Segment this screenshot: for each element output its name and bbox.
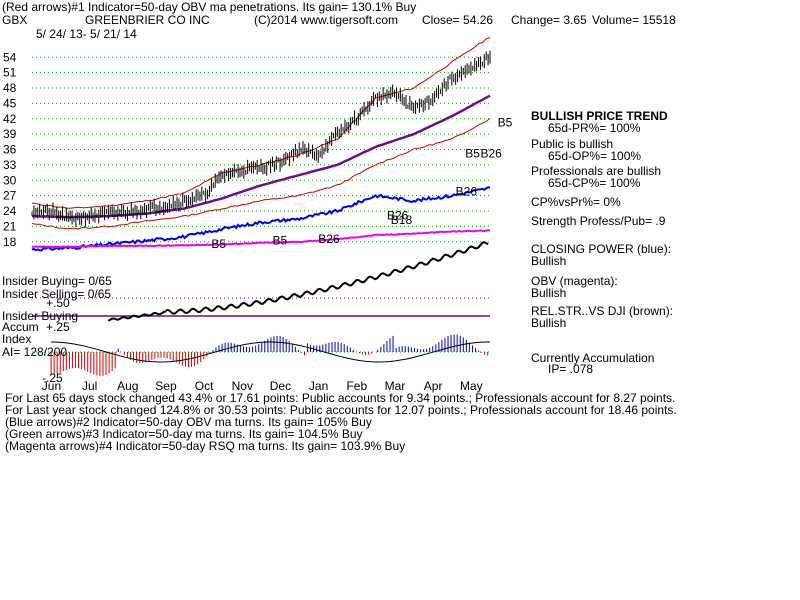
obv-line (31, 229, 491, 249)
minus-25-label: -.25 (42, 371, 63, 385)
signal-label: B18 (391, 213, 413, 227)
insider-selling-label: Insider Selling= 0/65 (2, 287, 112, 301)
signal-label: B26 (480, 147, 502, 161)
pr-value: 65d-PR%= 100% (548, 121, 641, 135)
y-tick-label: 33 (3, 158, 17, 172)
signal-label: B5 (272, 233, 287, 247)
volume-value: Volume= 15518 (592, 13, 676, 27)
accum-label: Accum (2, 320, 39, 334)
indicator-1-title: (Red arrows)#1 Indicator=50-day OBV ma p… (2, 0, 417, 14)
x-tick-label: Apr (424, 379, 443, 393)
x-tick-label: Oct (195, 379, 214, 393)
footer-65-day: For Last 65 days stock changed 43.4% or … (5, 391, 676, 405)
relstr-line-early (107, 310, 166, 322)
y-tick-label: 45 (3, 96, 17, 110)
x-tick-label: May (460, 379, 483, 393)
ma50-line (31, 94, 491, 219)
plus-25-label: +.25 (46, 320, 70, 334)
accum-index-value: AI= 128/200 (2, 345, 68, 359)
signal-label: B5 (498, 115, 513, 129)
y-tick-label: 36 (3, 143, 17, 157)
relstr-line (165, 241, 489, 315)
x-tick-label: Dec (270, 379, 291, 393)
company-name: GREENBRIER CO INC (85, 13, 210, 27)
y-tick-label: 18 (3, 235, 17, 249)
accum-ma-line (51, 341, 490, 363)
public-title: Public is bullish (531, 137, 614, 151)
professionals-title: Professionals are bullish (531, 164, 662, 178)
x-tick-label: Mar (385, 379, 406, 393)
y-tick-label: 24 (3, 204, 17, 218)
closing-power-status: Bullish (531, 254, 567, 268)
signal-label: B26 (456, 185, 478, 199)
y-tick-label: 51 (3, 66, 17, 80)
copyright: (C)2014 www.tigersoft.com (254, 13, 399, 27)
obv-status: Bullish (531, 286, 567, 300)
x-tick-label: Sep (155, 379, 177, 393)
change-value: Change= 3.65 (511, 13, 587, 27)
y-tick-label: 21 (3, 219, 17, 233)
signal-label: B26 (318, 232, 340, 246)
op-value: 65d-OP%= 100% (548, 149, 642, 163)
x-tick-label: Jul (82, 379, 97, 393)
y-tick-label: 48 (3, 81, 17, 95)
index-label: Index (2, 332, 32, 346)
y-tick-label: 42 (3, 112, 17, 126)
relstr-status: Bullish (531, 316, 567, 330)
y-tick-label: 39 (3, 127, 17, 141)
signal-label: B5 (211, 237, 226, 251)
lower-band-line (31, 117, 491, 230)
insider-buying-label: Insider Buying= 0/65 (2, 274, 112, 288)
indicator-3: (Green arrows)#3 Indicator=50-day ma tur… (5, 427, 363, 441)
x-tick-label: Jun (42, 379, 61, 393)
insider-buying-label-2: Insider Buying (2, 309, 79, 323)
cp-value: 65d-CP%= 100% (548, 176, 641, 190)
x-tick-label: Aug (117, 379, 138, 393)
y-tick-label: 27 (3, 189, 17, 203)
ip-value: IP= .078 (548, 362, 594, 376)
y-tick-label: 30 (3, 173, 17, 187)
x-tick-label: Nov (232, 379, 253, 393)
cp-vs-pr: CP%vsPr%= 0% (531, 195, 621, 209)
y-tick-label: 54 (3, 50, 17, 64)
closing-power-line (31, 186, 491, 252)
indicator-2: (Blue arrows)#2 Indicator=50-day OBV ma … (5, 415, 372, 429)
obv-label: OBV (magenta): (531, 274, 618, 288)
date-range: 5/ 24/ 13- 5/ 21/ 14 (36, 27, 137, 41)
footer-year: For Last year stock changed 124.8% or 30… (5, 403, 677, 417)
accumulation-title: Currently Accumulation (531, 351, 655, 365)
ticker-symbol: GBX (2, 13, 28, 27)
x-tick-label: Jan (309, 379, 328, 393)
relstr-label: REL.STR..VS DJI (brown): (531, 304, 674, 318)
trend-title: BULLISH PRICE TREND (531, 109, 668, 123)
indicator-4: (Magenta arrows)#4 Indicator=50-day RSQ … (5, 439, 406, 453)
closing-power-label: CLOSING POWER (blue): (531, 242, 672, 256)
signal-label: B5 (465, 147, 480, 161)
strength-ratio: Strength Profess/Pub= .9 (531, 214, 666, 228)
upper-band-line (31, 37, 491, 209)
close-value: Close= 54.26 (422, 13, 494, 27)
plus-50-label: +.50 (46, 296, 70, 310)
x-tick-label: Feb (346, 379, 367, 393)
signal-label: B26 (387, 209, 409, 223)
